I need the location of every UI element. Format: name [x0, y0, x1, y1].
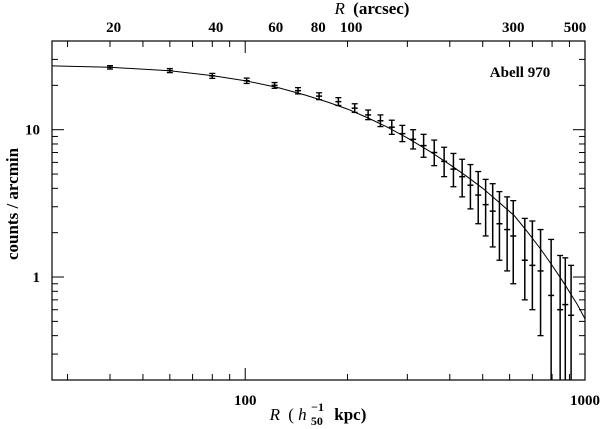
data-point — [557, 254, 564, 380]
top-tick-label: 40 — [208, 20, 223, 36]
data-point — [399, 124, 406, 143]
top-tick-label: 500 — [564, 20, 587, 36]
top-axis-var: R — [334, 0, 346, 18]
cluster-annotation: Abell 970 — [490, 65, 550, 81]
data-point — [510, 199, 517, 285]
data-point — [562, 257, 569, 380]
data-point — [529, 220, 536, 311]
data-point — [441, 146, 448, 178]
data-point — [351, 103, 358, 114]
data-point — [568, 264, 575, 380]
y-tick-label: 10 — [25, 123, 40, 139]
data-point — [243, 77, 250, 85]
data-points — [107, 65, 575, 380]
model-curve — [51, 65, 586, 320]
y-axis-label: counts / arcmin — [3, 147, 22, 260]
data-point — [467, 163, 474, 210]
top-tick-label: 20 — [106, 20, 121, 36]
data-point — [489, 183, 496, 248]
data-point — [475, 170, 482, 225]
data-point — [271, 81, 278, 89]
data-point — [365, 109, 372, 121]
x-axis-h-subscript: 50 — [311, 414, 323, 428]
axis-ticks — [52, 40, 586, 381]
x-axis-label: R ( h 50 −1 kpc) — [269, 396, 367, 429]
data-point — [431, 139, 438, 167]
data-point — [316, 92, 323, 101]
top-axis-unit: (arcsec) — [353, 0, 409, 18]
data-point — [166, 67, 173, 74]
data-point — [450, 152, 457, 188]
x-tick-label: 1000 — [570, 393, 600, 409]
tick-labels: 100 1000 1 10 20 40 60 80 100 300 500 — [25, 20, 600, 409]
x-axis-unit: kpc) — [334, 405, 366, 424]
data-point — [537, 228, 544, 337]
data-point — [377, 114, 384, 128]
x-axis-h: h — [298, 405, 307, 424]
top-tick-label: 80 — [311, 20, 326, 36]
model-curve-group — [51, 65, 586, 320]
data-point — [504, 196, 511, 272]
x-axis-var: R — [269, 405, 281, 424]
data-point — [482, 178, 489, 237]
y-tick-label: 1 — [33, 270, 41, 286]
data-point — [496, 190, 503, 261]
data-point — [294, 86, 301, 95]
data-point — [335, 97, 342, 107]
data-point — [420, 133, 427, 158]
data-point — [459, 158, 466, 198]
data-point — [388, 119, 395, 135]
data-point — [107, 65, 114, 70]
plot-frame — [51, 40, 586, 381]
data-point — [521, 217, 528, 301]
top-tick-label: 60 — [268, 20, 283, 36]
x-axis-h-superscript: −1 — [311, 400, 324, 414]
top-tick-label: 300 — [502, 20, 525, 36]
data-point — [209, 72, 216, 80]
top-axis-label: R (arcsec) — [334, 0, 410, 18]
x-axis-open-paren: ( — [288, 405, 294, 424]
data-point — [410, 129, 417, 150]
x-tick-label: 100 — [234, 393, 257, 409]
data-point — [548, 238, 555, 380]
top-tick-label: 100 — [340, 20, 363, 36]
